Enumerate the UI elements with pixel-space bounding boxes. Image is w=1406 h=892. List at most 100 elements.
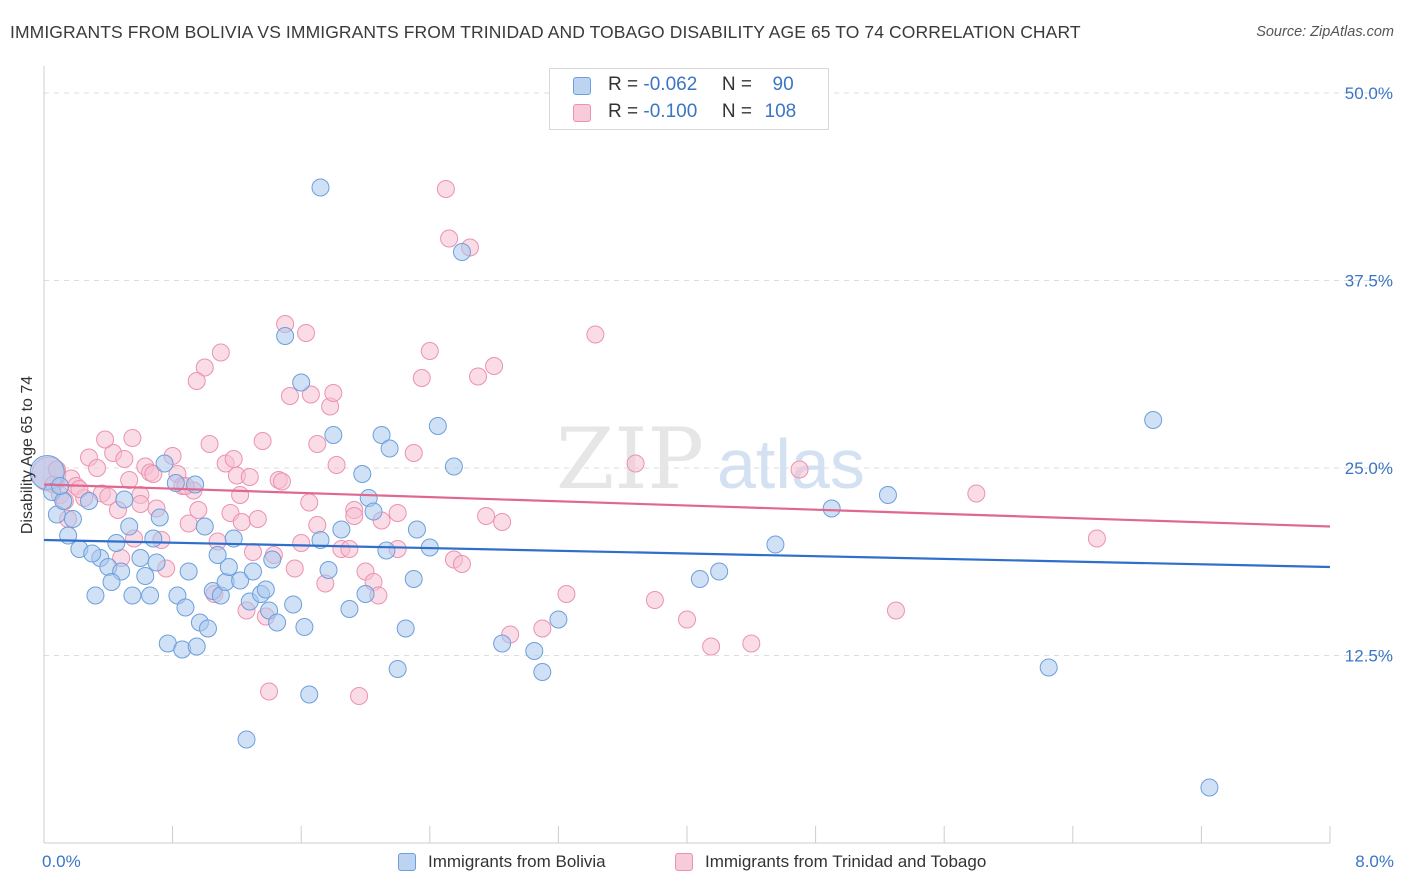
bolivia-point bbox=[155, 454, 174, 473]
trinidad-point bbox=[412, 369, 431, 387]
watermark: ZIP atlas bbox=[556, 410, 865, 508]
bolivia-point bbox=[377, 541, 396, 560]
trinidad-point bbox=[493, 513, 512, 531]
bolivia-point bbox=[525, 642, 544, 660]
bolivia-n-label: N = bbox=[721, 74, 752, 95]
watermark-atlas: atlas bbox=[717, 425, 865, 503]
trinidad-point bbox=[260, 682, 279, 701]
trinidad-point bbox=[96, 430, 115, 449]
legend-item-bolivia[interactable]: Immigrants from Bolivia bbox=[398, 852, 606, 872]
trinidad-swatch bbox=[573, 104, 591, 122]
trinidad-point bbox=[702, 637, 721, 656]
grid-lines bbox=[44, 92, 1393, 656]
trinidad-point bbox=[308, 516, 327, 534]
bolivia-point bbox=[878, 486, 897, 504]
stats-legend: R = -0.062 N = 90 R = -0.100 N = 108 bbox=[549, 68, 829, 130]
bolivia-point bbox=[141, 586, 160, 605]
bolivia-r-value: -0.062 bbox=[643, 74, 698, 95]
trinidad-point bbox=[452, 555, 471, 573]
bolivia-point bbox=[54, 492, 73, 510]
trinidad-point bbox=[232, 513, 251, 531]
bolivia-point bbox=[150, 508, 169, 527]
y-axis-label: Disability Age 65 to 74 bbox=[19, 375, 36, 535]
bolivia-point bbox=[1200, 778, 1219, 797]
legend-bolivia-label: Immigrants from Bolivia bbox=[428, 852, 606, 871]
trinidad-point bbox=[533, 619, 552, 638]
bolivia-point bbox=[404, 570, 423, 588]
bolivia-point bbox=[380, 439, 399, 458]
bolivia-point bbox=[364, 502, 383, 521]
y-tick-labels: 12.5% 25.0% 37.5% 50.0% bbox=[1345, 84, 1393, 666]
trinidad-point bbox=[297, 324, 316, 342]
bolivia-trend-line bbox=[43, 538, 1331, 569]
bolivia-point bbox=[136, 567, 155, 585]
trinidad-point bbox=[967, 484, 986, 503]
source-credit: Source: ZipAtlas.com bbox=[1256, 24, 1394, 40]
bolivia-point bbox=[231, 571, 250, 590]
trinidad-point bbox=[272, 472, 291, 491]
chart-title: IMMIGRANTS FROM BOLIVIA VS IMMIGRANTS FR… bbox=[10, 22, 1081, 42]
trinidad-point bbox=[144, 465, 163, 483]
trinidad-point bbox=[200, 435, 219, 453]
trinidad-point bbox=[248, 510, 267, 528]
bolivia-point bbox=[1039, 658, 1058, 677]
trinidad-point bbox=[440, 229, 459, 248]
bolivia-point bbox=[166, 474, 185, 492]
bolivia-point bbox=[311, 178, 330, 197]
bolivia-point bbox=[766, 535, 785, 554]
bolivia-point bbox=[144, 529, 163, 548]
bolivia-point bbox=[444, 457, 463, 476]
bolivia-point bbox=[407, 520, 426, 539]
bolivia-point bbox=[690, 570, 709, 588]
bolivia-point bbox=[452, 243, 471, 261]
legend-item-trinidad[interactable]: Immigrants from Trinidad and Tobago bbox=[675, 852, 986, 872]
bolivia-point bbox=[147, 553, 166, 572]
trinidad-point bbox=[189, 501, 208, 519]
trinidad-point bbox=[324, 384, 343, 402]
trinidad-point bbox=[886, 601, 905, 620]
y-tick-label-2: 37.5% bbox=[1345, 272, 1393, 291]
trinidad-point bbox=[240, 468, 259, 486]
trinidad-n-value: 108 bbox=[764, 101, 797, 122]
trinidad-point bbox=[253, 432, 272, 450]
bolivia-point bbox=[120, 517, 139, 536]
trinidad-point bbox=[231, 486, 250, 504]
bolivia-point bbox=[284, 595, 303, 614]
legend-trinidad-label: Immigrants from Trinidad and Tobago bbox=[705, 852, 987, 871]
trinidad-point bbox=[557, 585, 576, 603]
bolivia-point bbox=[533, 663, 552, 681]
bolivia-point bbox=[332, 520, 351, 539]
bolivia-point bbox=[549, 610, 568, 629]
bolivia-point bbox=[292, 373, 311, 392]
series-legend: Immigrants from Bolivia Immigrants from … bbox=[0, 850, 1406, 878]
trinidad-point bbox=[280, 387, 299, 405]
bolivia-point bbox=[493, 634, 512, 653]
bolivia-point bbox=[372, 426, 391, 444]
bolivia-point bbox=[173, 640, 192, 659]
trinidad-point bbox=[790, 460, 809, 479]
bolivia-point bbox=[131, 549, 150, 567]
trinidad-point bbox=[678, 610, 696, 629]
bolivia-point bbox=[80, 492, 99, 510]
trinidad-point bbox=[404, 444, 423, 462]
trinidad-point bbox=[131, 495, 150, 513]
y-tick-label-3: 50.0% bbox=[1345, 84, 1393, 103]
trinidad-point bbox=[301, 385, 320, 404]
x-tick-label-max: 8.0% bbox=[1355, 852, 1394, 871]
bolivia-swatch bbox=[573, 77, 591, 95]
trinidad-r-label: R = bbox=[608, 101, 639, 122]
trinidad-point bbox=[626, 454, 645, 473]
legend-trinidad-swatch bbox=[675, 853, 693, 871]
series-bolivia-points bbox=[29, 178, 1219, 797]
trinidad-point bbox=[340, 540, 359, 558]
bolivia-point bbox=[208, 546, 227, 564]
y-tick-label-0: 12.5% bbox=[1345, 647, 1393, 666]
trinidad-point bbox=[436, 180, 455, 198]
bolivia-point bbox=[83, 544, 102, 563]
bolivia-point bbox=[176, 598, 195, 617]
trinidad-trend-line bbox=[43, 483, 1331, 528]
trinidad-point bbox=[485, 357, 504, 375]
bolivia-point bbox=[219, 558, 238, 576]
bolivia-point bbox=[115, 490, 134, 509]
trinidad-point bbox=[420, 342, 439, 360]
